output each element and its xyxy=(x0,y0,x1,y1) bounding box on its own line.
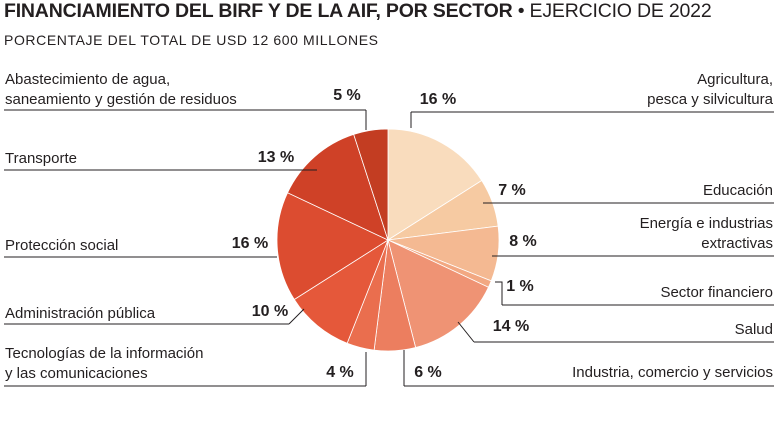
chart-subtitle: PORCENTAJE DEL TOTAL DE USD 12 600 MILLO… xyxy=(4,32,379,48)
value-label-educacion: 7 % xyxy=(498,182,526,199)
slice-label-transporte: Transporte xyxy=(5,150,77,167)
pie-slice-proteccion xyxy=(276,192,389,301)
chart-title: FINANCIAMIENTO DEL BIRF Y DE LA AIF, POR… xyxy=(4,0,776,22)
slice-label-agricultura-line1: Agricultura, xyxy=(697,71,773,88)
title-fiscal-year: EJERCICIO DE 2022 xyxy=(529,0,712,22)
leader-line-administracion xyxy=(288,308,305,325)
pie-slice-transporte xyxy=(287,133,389,241)
pie-slice-agua xyxy=(353,128,389,241)
slice-label-financiero: Sector financiero xyxy=(660,284,773,301)
slice-label-tic-line1: Tecnologías de la información xyxy=(5,345,203,362)
slice-label-agricultura-line2: pesca y silvicultura xyxy=(647,91,774,108)
value-label-salud: 14 % xyxy=(493,318,529,335)
value-label-financiero: 1 % xyxy=(506,278,534,295)
leader-line-salud xyxy=(457,321,475,343)
slice-label-salud: Salud xyxy=(735,321,773,338)
slice-label-administracion: Administración pública xyxy=(5,305,156,322)
slice-label-tic-line2: y las comunicaciones xyxy=(5,365,148,382)
pie-slice-salud xyxy=(387,239,489,348)
slice-label-industria: Industria, comercio y servicios xyxy=(572,364,773,381)
slice-label-agua-line2: saneamiento y gestión de residuos xyxy=(5,91,237,108)
value-label-energia: 8 % xyxy=(509,233,537,250)
slice-label-proteccion: Protección social xyxy=(5,237,118,254)
slice-label-energia-line2: extractivas xyxy=(701,235,773,252)
slice-label-educacion: Educación xyxy=(703,182,773,199)
title-main: FINANCIAMIENTO DEL BIRF Y DE LA AIF, POR… xyxy=(4,0,513,22)
value-label-administracion: 10 % xyxy=(252,303,288,320)
value-label-agua: 5 % xyxy=(333,87,361,104)
slice-label-energia-line1: Energía e industrias xyxy=(640,215,773,232)
pie-slice-agricultura xyxy=(387,128,483,241)
leader-line-financiero xyxy=(495,281,503,305)
value-label-industria: 6 % xyxy=(414,364,442,381)
title-separator: • xyxy=(512,0,530,22)
value-label-tic: 4 % xyxy=(326,364,354,381)
value-label-transporte: 13 % xyxy=(258,149,294,166)
slice-label-agua-line1: Abastecimiento de agua, xyxy=(5,71,170,88)
value-label-agricultura: 16 % xyxy=(420,91,456,108)
value-label-proteccion: 16 % xyxy=(232,235,268,252)
